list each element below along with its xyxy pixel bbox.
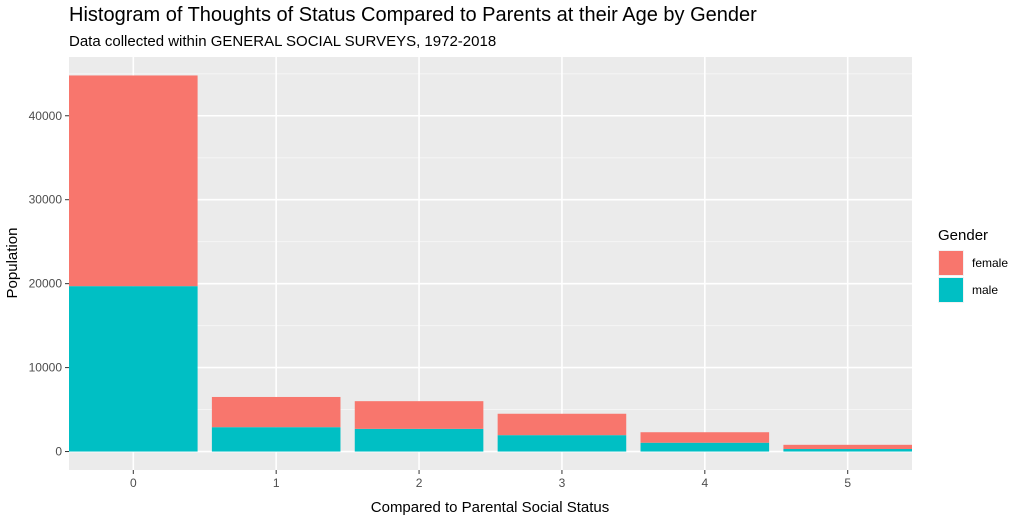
x-tick-label: 0 <box>130 476 137 490</box>
chart-subtitle: Data collected within GENERAL SOCIAL SUR… <box>69 33 496 50</box>
legend-label-female: female <box>972 256 1008 270</box>
y-tick-label: 0 <box>55 445 62 459</box>
bar-female-4 <box>640 432 770 443</box>
legend: Gender female male <box>938 227 1008 303</box>
bar-female-1 <box>211 396 341 428</box>
y-tick-label: 40000 <box>29 109 63 123</box>
x-tick-label: 5 <box>844 476 851 490</box>
legend-label-male: male <box>972 283 998 297</box>
bar-male-4 <box>640 442 770 452</box>
x-tick-label: 1 <box>273 476 280 490</box>
plot-panel <box>69 57 912 470</box>
bar-female-5 <box>783 444 912 450</box>
x-axis: 0 1 2 3 4 5 <box>130 470 851 490</box>
x-tick-label: 2 <box>416 476 423 490</box>
bar-male-1 <box>211 427 341 452</box>
y-tick-label: 10000 <box>29 361 63 375</box>
chart-title: Histogram of Thoughts of Status Compared… <box>69 4 757 26</box>
x-axis-title: Compared to Parental Social Status <box>371 499 609 516</box>
bar-female-0 <box>69 75 198 287</box>
bar-male-3 <box>497 435 627 452</box>
bar-female-2 <box>354 401 484 429</box>
y-axis-title: Population <box>4 228 21 299</box>
legend-items: female male <box>938 250 1008 303</box>
y-tick-label: 20000 <box>29 277 63 291</box>
x-tick-label: 3 <box>559 476 566 490</box>
bar-male-5 <box>783 449 912 452</box>
grid-minor <box>69 73 912 411</box>
bars <box>69 75 912 452</box>
legend-swatch-female <box>939 251 963 275</box>
x-tick-label: 4 <box>701 476 708 490</box>
y-tick-label: 30000 <box>29 193 63 207</box>
y-axis: 0 10000 20000 30000 40000 <box>29 109 69 459</box>
legend-title: Gender <box>938 227 988 244</box>
bar-male-2 <box>354 428 484 452</box>
bar-male-0 <box>69 286 198 452</box>
bar-female-3 <box>497 413 627 436</box>
legend-swatch-male <box>939 278 963 302</box>
